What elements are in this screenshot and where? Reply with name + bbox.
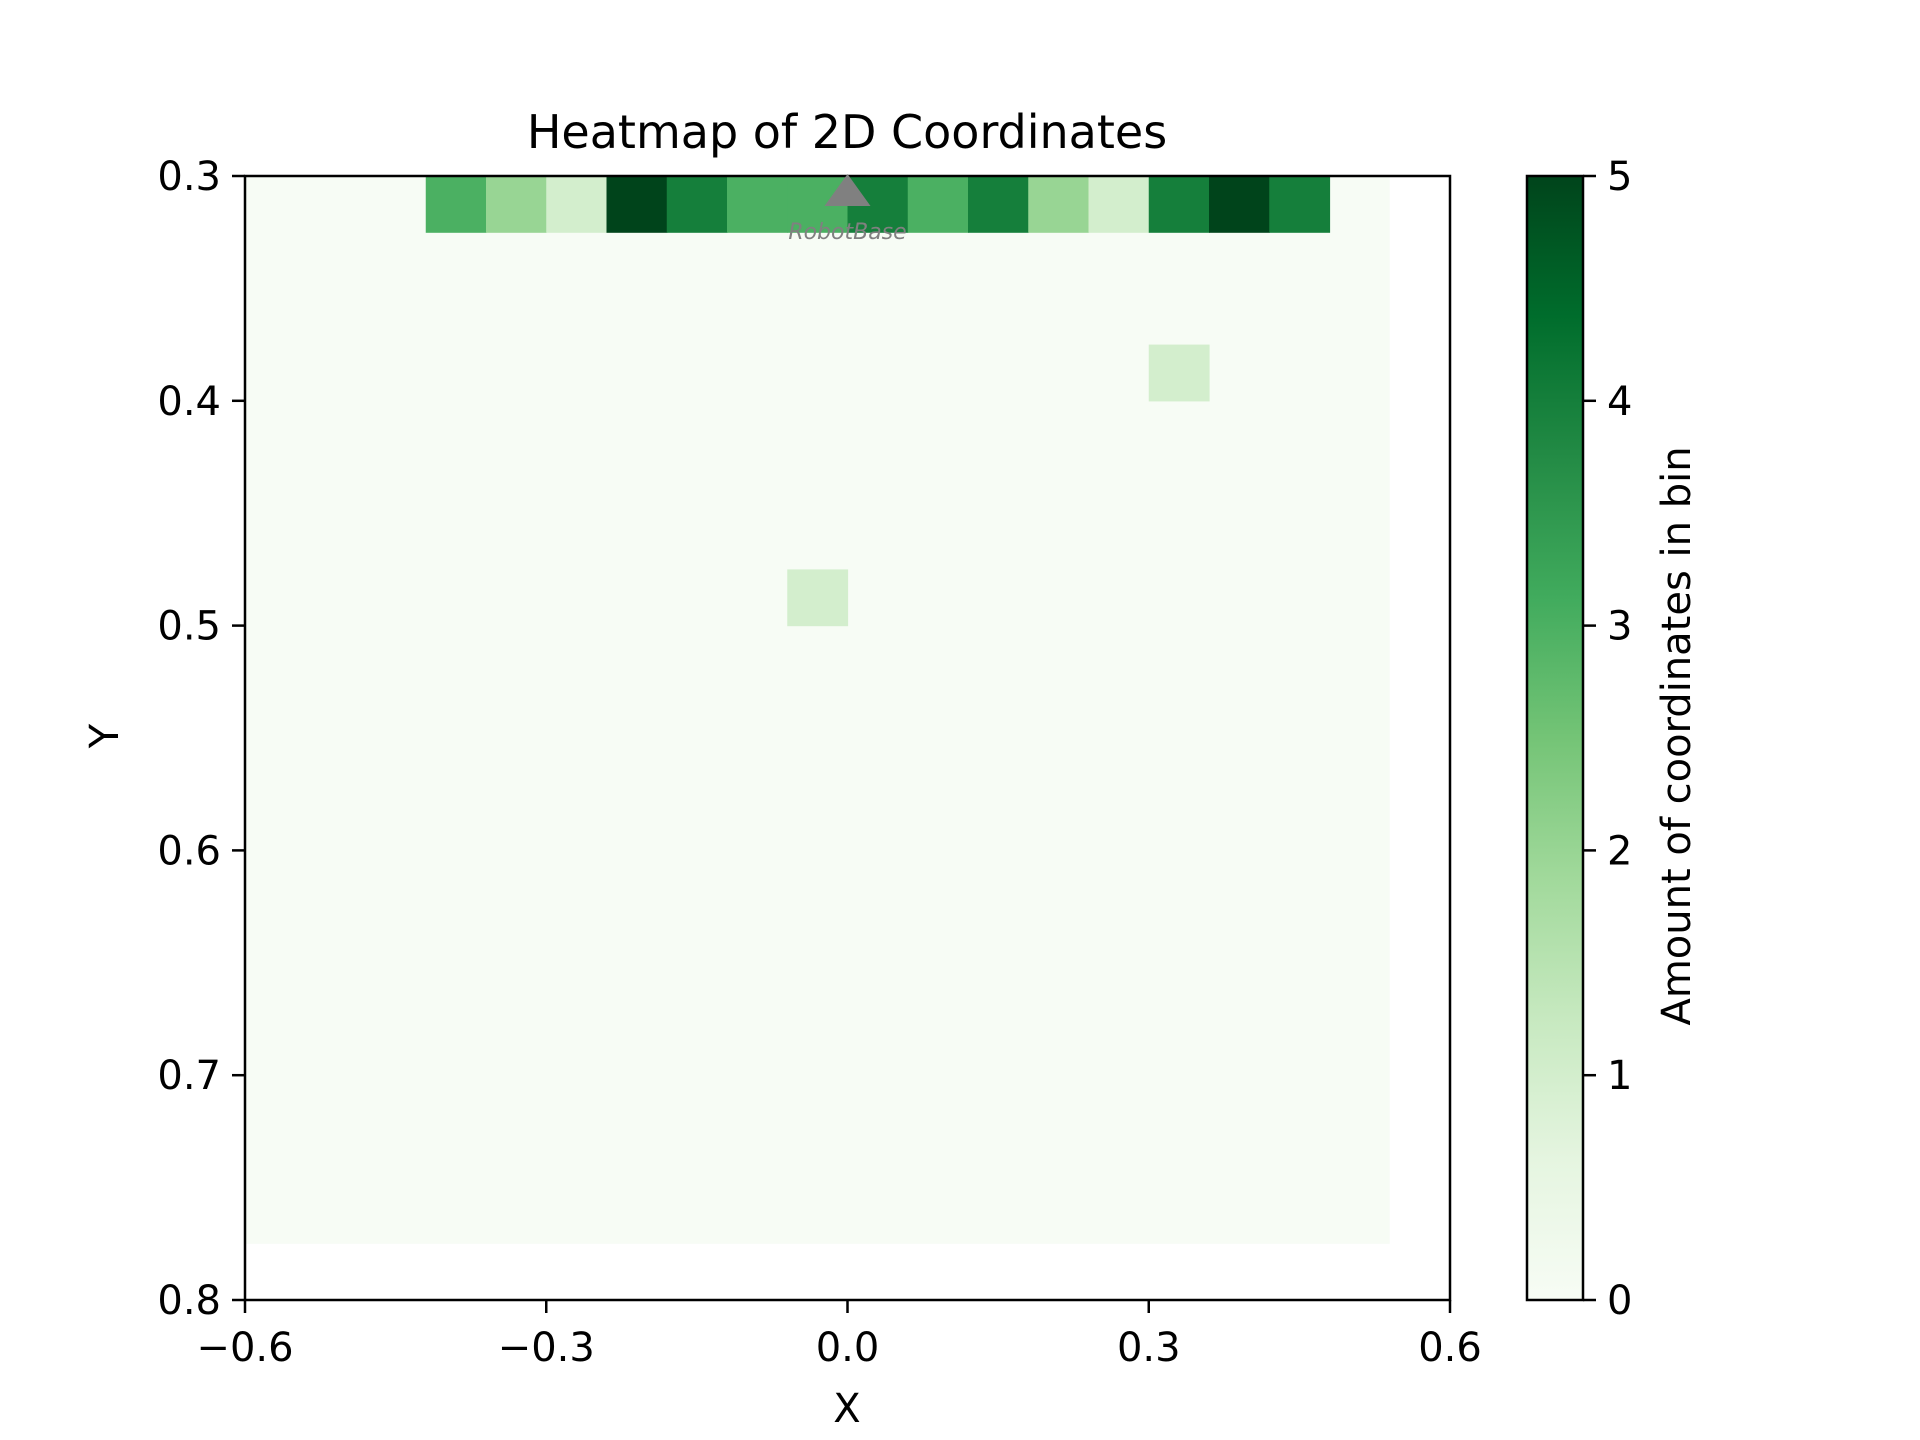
x-axis: −0.6 −0.3 0.0 0.3 0.6 (196, 1300, 1482, 1371)
colorbar-tick-label: 1 (1607, 1053, 1632, 1099)
heatmap-cell (486, 176, 547, 233)
plot-area (243, 174, 1452, 1302)
y-tick-label: 0.4 (157, 379, 221, 425)
colorbar-label: Amount of coordinates in bin (1654, 446, 1700, 1025)
x-axis-label: X (833, 1386, 860, 1432)
x-tick-label: 0.0 (816, 1325, 880, 1371)
y-tick-label: 0.5 (157, 604, 221, 650)
colorbar-tick-label: 2 (1607, 828, 1632, 874)
heatmap-cell (606, 176, 668, 233)
x-tick-label: 0.3 (1117, 1325, 1181, 1371)
chart-title: Heatmap of 2D Coordinates (527, 105, 1167, 159)
heatmap-cell (1269, 176, 1331, 233)
heatmap-cell (546, 176, 608, 233)
colorbar-tick-label: 0 (1607, 1278, 1632, 1324)
robot-base-marker (824, 174, 871, 206)
x-tick-label: −0.6 (196, 1325, 293, 1371)
colorbar-tick-label: 4 (1607, 379, 1632, 425)
colorbar: 0 1 2 3 4 5 (1525, 154, 1632, 1324)
heatmap-cell (787, 569, 849, 627)
y-axis: 0.3 0.4 0.5 0.6 0.7 0.8 (157, 154, 245, 1324)
heatmap-cell (425, 176, 487, 233)
heatmap-cell (1209, 176, 1270, 233)
robot-base-label: RobotBase (788, 220, 906, 245)
heatmap-zero-bins (245, 176, 1390, 1244)
heatmap-cell (968, 176, 1029, 233)
x-tick-label: −0.3 (498, 1325, 595, 1371)
colorbar-tick-label: 5 (1607, 154, 1632, 200)
colorbar-tick-label: 3 (1607, 604, 1632, 650)
heatmap-cell (907, 176, 969, 233)
heatmap-cell (1148, 176, 1210, 233)
y-tick-label: 0.3 (157, 154, 221, 200)
heatmap-cell (1088, 176, 1150, 233)
heatmap-cell (727, 176, 788, 233)
y-tick-label: 0.7 (157, 1053, 221, 1099)
y-tick-label: 0.8 (157, 1278, 221, 1324)
x-tick-label: 0.6 (1418, 1325, 1482, 1371)
colorbar-gradient (1525, 174, 1585, 1302)
heatmap-cell (1028, 176, 1090, 233)
heatmap-cell (666, 176, 728, 233)
annotations: RobotBase (788, 174, 907, 245)
heatmap-cell (1148, 344, 1210, 402)
y-axis-label: Y (82, 723, 128, 749)
y-tick-label: 0.6 (157, 828, 221, 874)
